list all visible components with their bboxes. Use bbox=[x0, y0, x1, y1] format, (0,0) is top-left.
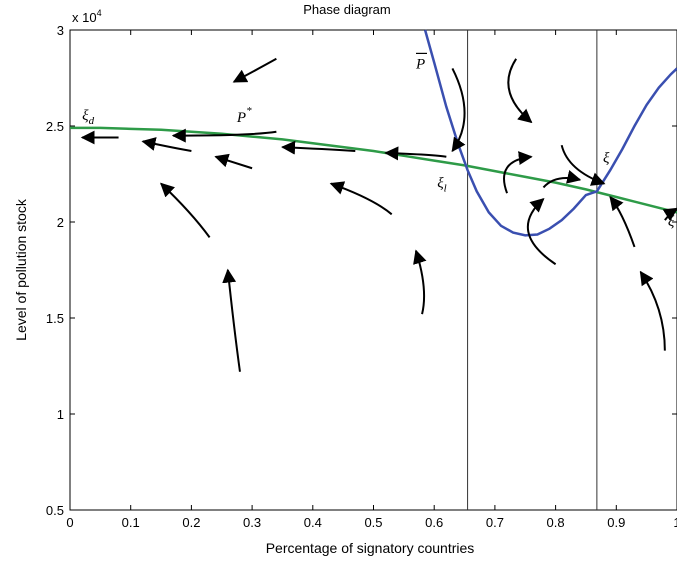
plot-area bbox=[69, 29, 677, 511]
annotation-label: P bbox=[415, 56, 425, 72]
x-tick-label: 0 bbox=[66, 515, 73, 530]
y-tick-label: 0.5 bbox=[46, 503, 64, 518]
flow-arrow bbox=[609, 195, 636, 248]
flow-arrow bbox=[662, 207, 677, 222]
flow-arrow bbox=[542, 170, 582, 189]
x-axis-label: Percentage of signatory countries bbox=[266, 540, 475, 556]
flow-arrow bbox=[503, 151, 533, 194]
y-tick-label: 3 bbox=[57, 23, 64, 38]
blue-curve bbox=[423, 29, 677, 237]
x-tick-label: 0.7 bbox=[486, 515, 504, 530]
flow-arrow bbox=[560, 144, 606, 186]
y-multiplier: x 104 bbox=[72, 8, 102, 25]
flow-arrow bbox=[160, 182, 211, 238]
flow-arrow bbox=[413, 249, 427, 315]
x-tick-label: 0.6 bbox=[425, 515, 443, 530]
y-multiplier-exp: 4 bbox=[97, 8, 102, 18]
flow-arrow bbox=[141, 137, 192, 152]
series-lines bbox=[70, 29, 677, 237]
annotation-label: ξ bbox=[603, 150, 610, 166]
x-tick-label: 0.1 bbox=[122, 515, 140, 530]
annotation-label: ξ bbox=[668, 214, 675, 230]
x-tick-label: 0.5 bbox=[364, 515, 382, 530]
flow-arrow bbox=[526, 198, 557, 266]
x-tick-label: 0.3 bbox=[243, 515, 261, 530]
flow-arrow bbox=[281, 140, 356, 155]
x-tick-label: 0.4 bbox=[304, 515, 322, 530]
flow-arrow bbox=[507, 58, 533, 124]
flow-arrow bbox=[329, 181, 393, 216]
flow-arrows bbox=[80, 57, 677, 372]
annotation-label: ξd bbox=[82, 108, 94, 127]
x-tick-label: 0.9 bbox=[607, 515, 625, 530]
y-tick-label: 1.5 bbox=[46, 311, 64, 326]
vertical-lines bbox=[467, 30, 598, 510]
y-tick-label: 1 bbox=[57, 407, 64, 422]
x-tick-label: 0.2 bbox=[182, 515, 200, 530]
chart-title: Phase diagram bbox=[303, 2, 390, 17]
flow-arrow bbox=[222, 268, 241, 372]
flow-arrow bbox=[451, 67, 466, 153]
flow-arrow bbox=[384, 146, 447, 161]
flow-arrow bbox=[232, 57, 277, 83]
annotation-label: P* bbox=[236, 105, 252, 126]
flow-arrow bbox=[214, 153, 253, 170]
annotations: ξd P* Pξl ξ ξ bbox=[82, 52, 675, 230]
x-tick-label: 0.8 bbox=[547, 515, 565, 530]
annotation-label: ξl bbox=[437, 175, 447, 194]
flow-arrow bbox=[639, 270, 666, 351]
flow-arrow bbox=[171, 128, 277, 143]
y-tick-label: 2 bbox=[57, 215, 64, 230]
green-curve bbox=[70, 126, 677, 214]
axis-ticks: 0 0.1 0.2 0.3 0.4 0.5 0.6 0.7 0.8 0.9 1 0.5 1 1.5 2 2.5… bbox=[46, 23, 677, 530]
y-axis-label: Level of pollution stock bbox=[13, 198, 29, 341]
x-tick-label: 1 bbox=[673, 515, 677, 530]
y-tick-label: 2.5 bbox=[46, 119, 64, 134]
